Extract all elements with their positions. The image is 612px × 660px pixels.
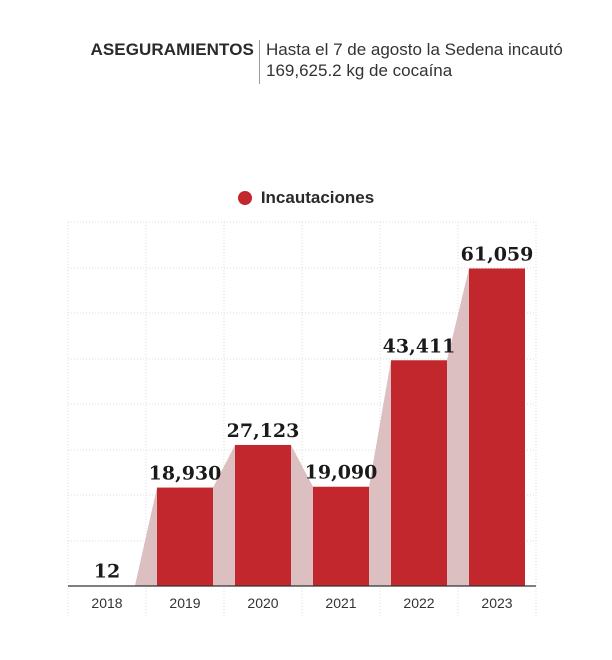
connector-2021-2022 xyxy=(369,360,391,586)
value-label-2023: 61,059 xyxy=(461,243,534,265)
tick-label-2022: 2022 xyxy=(403,595,434,611)
header-divider xyxy=(259,40,260,84)
connector-2020-2021 xyxy=(291,444,313,586)
connector-2022-2023 xyxy=(447,268,469,586)
tick-label-2019: 2019 xyxy=(169,595,200,611)
bar-2020 xyxy=(235,444,291,586)
tick-label-2023: 2023 xyxy=(481,595,512,611)
value-label-2022: 43,411 xyxy=(383,335,456,357)
tick-label-2021: 2021 xyxy=(325,595,356,611)
value-label-2019: 18,930 xyxy=(149,463,222,485)
tick-label-2018: 2018 xyxy=(91,595,122,611)
legend: Incautaciones xyxy=(0,188,612,210)
legend-swatch xyxy=(237,191,252,205)
legend-label: Incautaciones xyxy=(260,188,375,207)
tick-label-2020: 2020 xyxy=(247,595,278,611)
kicker-title: ASEGURAMIENTOS xyxy=(90,40,254,59)
connector-2018-2019 xyxy=(135,487,157,586)
bar-2022 xyxy=(391,360,447,586)
header: ASEGURAMIENTOS Hasta el 7 de agosto la S… xyxy=(0,36,612,86)
value-label-2021: 19,090 xyxy=(305,462,378,484)
subtitle: Hasta el 7 de agosto la Sedena incautó 1… xyxy=(266,40,563,80)
bar-2023 xyxy=(469,268,525,586)
connector-2019-2020 xyxy=(213,444,235,586)
value-label-2020: 27,123 xyxy=(227,420,300,442)
bar-2021 xyxy=(313,486,369,586)
value-label-2018: 12 xyxy=(94,561,120,583)
bar-2019 xyxy=(157,487,213,586)
